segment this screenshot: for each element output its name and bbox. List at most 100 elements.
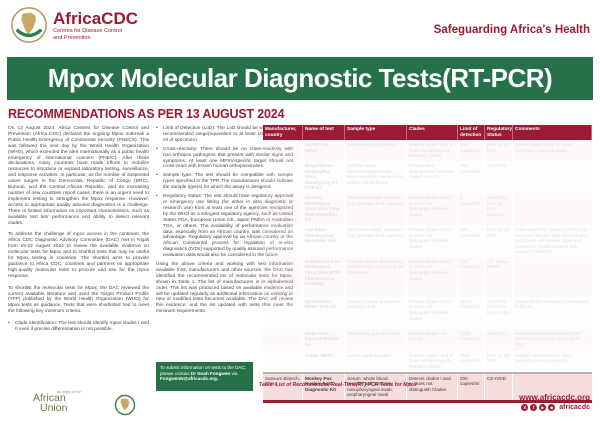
recommendations-heading: RECOMMENDATIONS AS PER 13 AUGUST 2024 (8, 107, 285, 121)
table-row: Sansure Biotech, China Monkey Pox Nucleic… (263, 371, 592, 401)
column-header: Name of test (303, 125, 345, 141)
youtube-icon[interactable]: ▶ (539, 404, 547, 411)
table-cell-sample: Rashes, blister, blister fluid, pustule … (345, 256, 407, 297)
body-column-left: On 13 August 2024, Africa Centres for Di… (8, 126, 149, 336)
au-text-line2: Union (40, 401, 68, 414)
table-cell-comments (513, 193, 592, 225)
results-table-body: ALINITY M MPXV Lesion swab specimens Detec… (263, 140, 592, 401)
body-paragraph: To shortlist the molecular tests for Mpo… (8, 285, 149, 315)
table-cell-clades: Detects clades I and II. Does not distin… (407, 224, 458, 257)
criteria-bullet: • Regulatory status: The test should have… (156, 194, 293, 259)
table-cell-lod: 30.5 copies/ml (458, 350, 485, 372)
table-row: Detection Kit for Monkeypox Virus DNA (P… (263, 256, 592, 297)
bullet-icon: • (156, 194, 158, 200)
table-cell-lod: 25-40 copies/ml (458, 296, 485, 329)
body-column-middle: • Limit of Detection (LoD): The LoD shoul… (156, 126, 293, 321)
table-cell-manufacturer (263, 160, 303, 193)
column-header: Clades (407, 125, 458, 141)
facebook-icon[interactable]: f (530, 404, 538, 411)
table-cell-comments: Independently evaluated in DRC. Has loca… (515, 330, 583, 348)
bullet-icon: • (156, 146, 158, 152)
table-cell-name: Cobas MPXV (303, 350, 345, 372)
table-cell-lod: 200 copies/ml (458, 373, 485, 401)
column-header: Sample type (345, 125, 407, 141)
table-cell-manufacturer (263, 192, 303, 225)
table-cell-sample: Skin lesion swab, vesicular fluid, pustu… (345, 192, 407, 225)
social-handle: africacdc (559, 404, 590, 411)
column-header: Manufacturer, country (263, 125, 303, 141)
table-cell-clades: Detects and distinguishes between clades… (407, 160, 458, 193)
au-entity-text: An entity of the (57, 390, 81, 394)
table-cell-name: Monkey Pox Nucleic Acid Diagnostic Kit (303, 373, 345, 401)
brand-subtitle-line2: and Prevention (53, 34, 91, 41)
table-cell-clades: Detects clades I and II. Does not distin… (407, 256, 458, 297)
contact-email-link[interactable]: FongwenN@africacdc.org. (160, 376, 219, 382)
dac-contact-box: To submit information on tests to the DA… (156, 362, 253, 391)
table-cell-regulatory: CE, China NMPA (485, 256, 513, 297)
table-cell-name: Detection Kit for Monkeypox Virus DNA (P… (303, 256, 345, 297)
bullet-text: Regulatory status: The test should have … (163, 194, 293, 259)
criteria-bullet: • Limit of Detection (LoD): The LoD shoul… (156, 126, 293, 144)
table-cell-sample: Tonsillar swab, nasopharyngeal swab, les… (345, 160, 407, 193)
table-cell-manufacturer (263, 296, 303, 329)
contact-name: Dr Noah Fongwen (190, 370, 231, 376)
table-cell-regulatory: EUA by US FDA (485, 350, 513, 372)
brand-subtitle-line1: Centres for Disease Control (53, 28, 123, 34)
table-cell-lod: 200 copies/ml (458, 140, 485, 161)
x-icon[interactable]: X (521, 404, 529, 411)
column-header: Regulatory Status (485, 125, 513, 141)
criteria-bullet: • Clade identification: The test should i… (8, 321, 149, 333)
body-paragraph: On 13 August 2024, Africa Centres for Di… (8, 126, 149, 226)
table-cell-regulatory: CE-IVDD (485, 373, 513, 401)
rt-pcr-tests-table: Manufacturer, country Name of test Sample … (263, 125, 592, 404)
africacdc-logo: AfricaCDC Centres for Disease Control an… (10, 6, 138, 49)
brand-name: AfricaCDC (53, 9, 139, 28)
criteria-bullet: • Sample type: The test should be compati… (156, 173, 293, 191)
table-cell-sample: Skin lesion, pus and crust (345, 328, 407, 351)
column-header: Limit of detection (458, 125, 485, 141)
table-cell-regulatory: CE-IVDD, EUA by FDA revoked (485, 192, 513, 225)
table-caption: Table: List of Recommended Real-Time(RT)… (259, 382, 417, 388)
bullet-icon: • (156, 173, 158, 179)
column-header: Comments (513, 125, 592, 141)
table-cell-sample: Skin lesion swab, vesicular fluid, pustu… (345, 224, 407, 257)
table-row: RADI FAST Mpox detection kit Skin lesion,… (263, 328, 592, 351)
table-cell-clades: Detects clades I and II. Does not distin… (407, 192, 458, 225)
table-cell-sample: Lesion swab samples (345, 350, 407, 372)
website-link[interactable]: www.africacdc.org (519, 393, 590, 402)
body-paragraph: To address the challenge of mpox access … (8, 232, 149, 279)
african-union-emblem-icon (114, 394, 136, 421)
table-cell-name: Cas Mpox (Monkeypox) Molecular Test (303, 224, 345, 257)
table-row: Cas Mpox (Monkeypox) Molecular Test Skin … (263, 224, 592, 257)
table-cell-comments: Limited opportunity for cross reactivity… (515, 352, 573, 364)
au-text-line1: African (33, 392, 66, 404)
table-cell-name: ALINITY M MPXV (303, 140, 345, 161)
bullet-icon: • (156, 126, 158, 131)
table-cell-manufacturer (263, 140, 303, 161)
table-cell-sample: Swabs of acute pustular or vesicular ras… (345, 296, 407, 329)
table-row: Viasure Monkeypox Virus Real Time PCR De… (263, 192, 592, 225)
table-cell-regulatory: EUA by US FDA (485, 224, 513, 257)
bullet-text: Clade identification: The test should id… (15, 321, 149, 333)
table-cell-manufacturer (263, 224, 303, 257)
table-cell-sample: Serum, whole blood, vesicles and pustule… (345, 373, 407, 401)
tagline: Safeguarding Africa's Health (433, 24, 590, 36)
table-cell-manufacturer: Sansure Biotech, China (263, 373, 303, 401)
instagram-icon[interactable]: ◉ (548, 404, 556, 411)
table-cell-comments (513, 257, 592, 297)
table-cell-comments (513, 161, 592, 193)
table-cell-clades: Detects clade I and II. Does not disting… (407, 350, 458, 372)
table-cell-clades: Detects clades I and II. Does not distin… (407, 373, 458, 401)
table-cell-regulatory: CE-IVDD (485, 328, 513, 351)
table-cell-lod: 5 copies/ml (458, 192, 485, 225)
table-cell-regulatory: CE-IVDD and EUA by US FDA (485, 296, 513, 329)
table-cell-comments: Reagents for extraction not included in … (515, 298, 589, 310)
africacdc-emblem-icon (10, 6, 48, 49)
table-cell-regulatory: EUA by US FDA (485, 140, 513, 161)
table-cell-lod: 200 copies/ml (458, 256, 485, 297)
table-cell-clades: Detects clade I, IIa and IIb (407, 328, 458, 351)
table-header-row: Manufacturer, country Name of test Sample … (263, 125, 592, 141)
table-cell-manufacturer (263, 256, 303, 297)
